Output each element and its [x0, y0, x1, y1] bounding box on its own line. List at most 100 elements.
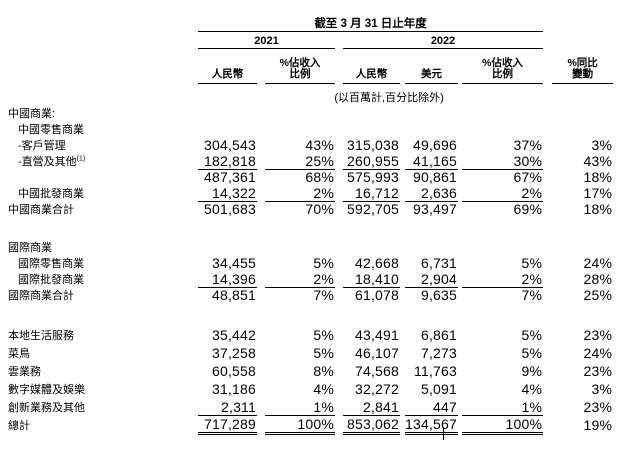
column-gap	[257, 361, 265, 379]
cell-yoy-change	[552, 239, 613, 255]
cell-yoy-change: 43%	[583, 153, 613, 169]
column-gap	[543, 48, 552, 83]
cell-rmb-2022: 2,841	[343, 397, 400, 416]
spacer-cell	[0, 303, 613, 325]
units-note-row: (以百萬計,百分比除外)	[0, 83, 613, 105]
table-row: 總計 717,289 100% 853,062 134,567 100% 19%	[0, 415, 613, 435]
cell-pct-revenue-2021: 8%	[313, 363, 334, 379]
row-label: 國際批發商業	[18, 274, 84, 286]
column-gap	[335, 343, 343, 361]
cell-rmb-2022: 42,668	[354, 255, 399, 271]
cell-usd-2022	[405, 121, 458, 137]
cell-pct-revenue-2022: 2%	[462, 185, 544, 202]
cell-pct-revenue-2021: 68%	[305, 169, 334, 185]
cell-rmb-2022: 43,491	[354, 327, 399, 343]
column-header-usd-2022: 美元	[405, 48, 458, 84]
cell-pct-revenue-2022: 5%	[521, 255, 543, 271]
cell-rmb-2021: 31,186	[211, 381, 256, 397]
cell-usd-2022: 134,567	[405, 415, 458, 435]
table-row: 雲業務 60,558 8% 74,568 11,763 9% 23%	[0, 361, 613, 379]
table-row: 中國商業合計 501,683 70% 592,705 93,497 69% 18%	[0, 201, 613, 217]
column-gap	[335, 415, 343, 433]
column-gap	[257, 121, 265, 137]
cell-rmb-2022: 16,712	[343, 185, 400, 202]
cell-pct-revenue-2021: 5%	[313, 345, 334, 361]
row-label	[0, 169, 198, 185]
column-gap	[543, 137, 552, 153]
cell-rmb-2021: 48,851	[211, 287, 256, 303]
column-gap	[257, 239, 265, 255]
period-header-row: 截至 3 月 31 日止年度	[0, 8, 613, 32]
cell-pct-revenue-2022: 30%	[462, 153, 544, 170]
column-gap	[543, 8, 552, 31]
cell-usd-2022: 90,861	[412, 169, 457, 185]
column-gap	[257, 343, 265, 361]
cell-pct-revenue-2021: 70%	[305, 201, 334, 217]
table-row: 創新業務及其他 2,311 1% 2,841 447 1% 23%	[0, 397, 613, 416]
row-label: 雲業務	[8, 366, 41, 378]
cell-usd-2022	[405, 239, 458, 255]
row-label: 中國批發商業	[18, 188, 84, 200]
cell-rmb-2021: 37,258	[211, 345, 256, 361]
cell-usd-2022: 49,696	[412, 137, 457, 153]
row-label: 數字媒體及娛樂	[8, 384, 85, 396]
cell-rmb-2021: 717,289	[198, 415, 257, 435]
text-cursor-artifact	[443, 427, 444, 440]
cell-yoy-change: 3%	[591, 381, 613, 397]
header-spacer	[552, 31, 613, 48]
row-label: 國際商業	[8, 242, 52, 254]
cell-rmb-2021	[198, 105, 257, 121]
column-gap	[257, 379, 265, 397]
cell-pct-revenue-2021	[265, 239, 335, 255]
cell-pct-revenue-2022: 69%	[513, 201, 543, 217]
cell-pct-revenue-2021: 4%	[313, 381, 334, 397]
cell-rmb-2021: 60,558	[211, 363, 256, 379]
column-gap	[335, 121, 343, 137]
year-2021-header: 2021	[198, 31, 335, 49]
cell-yoy-change: 23%	[583, 363, 613, 379]
column-gap	[543, 239, 552, 255]
column-gap	[257, 169, 265, 185]
column-gap	[335, 271, 343, 287]
cell-pct-revenue-2021: 100%	[265, 415, 335, 435]
column-gap	[335, 397, 343, 415]
cell-rmb-2021: 182,818	[198, 153, 257, 170]
cell-rmb-2021: 34,455	[211, 255, 256, 271]
column-header-row: 人民幣 %佔收入 比例 人民幣 美元 %佔收入 比例 %同比 變動	[0, 48, 614, 84]
row-label: 中國商業合計	[8, 204, 74, 216]
column-gap	[543, 201, 552, 217]
row-label: 創新業務及其他	[8, 402, 85, 414]
column-gap	[257, 325, 265, 343]
cell-usd-2022: 11,763	[414, 363, 457, 379]
column-gap	[335, 153, 343, 169]
cell-yoy-change: 24%	[583, 255, 613, 271]
cell-pct-revenue-2022: 37%	[513, 137, 543, 153]
cell-rmb-2022: 18,410	[343, 271, 400, 288]
cell-rmb-2022	[343, 239, 400, 255]
cell-usd-2022: 6,731	[420, 255, 457, 271]
spacer-cell	[0, 217, 613, 239]
table-row: 487,361 68% 575,993 90,861 67% 18%	[0, 169, 613, 185]
column-gap	[335, 185, 343, 201]
cell-usd-2022: 2,904	[405, 271, 458, 288]
cell-pct-revenue-2022: 2%	[462, 271, 544, 288]
cell-rmb-2021	[198, 121, 257, 137]
cell-pct-revenue-2022: 5%	[521, 345, 543, 361]
column-gap	[257, 415, 265, 433]
cell-rmb-2022	[343, 121, 400, 137]
cell-pct-revenue-2022: 100%	[462, 415, 544, 435]
column-gap	[543, 121, 552, 137]
table-row: 國際批發商業 14,396 2% 18,410 2,904 2% 28%	[0, 271, 613, 288]
row-label: 國際零售商業	[18, 258, 84, 270]
column-gap	[543, 271, 552, 287]
table-row: 中國批發商業 14,322 2% 16,712 2,636 2% 17%	[0, 185, 613, 202]
column-header-rmb-2021: 人民幣	[198, 48, 257, 84]
row-label: 本地生活服務	[8, 330, 74, 342]
cell-rmb-2021: 14,322	[198, 185, 257, 202]
table-row: 國際商業合計 48,851 7% 61,078 9,635 7% 25%	[0, 287, 613, 303]
table-row: -客戶管理 304,543 43% 315,038 49,696 37% 3%	[0, 137, 613, 153]
row-label: -直營及其他(1)	[18, 155, 86, 168]
cell-rmb-2021: 14,396	[198, 271, 257, 288]
column-gap	[335, 379, 343, 397]
column-gap	[543, 343, 552, 361]
